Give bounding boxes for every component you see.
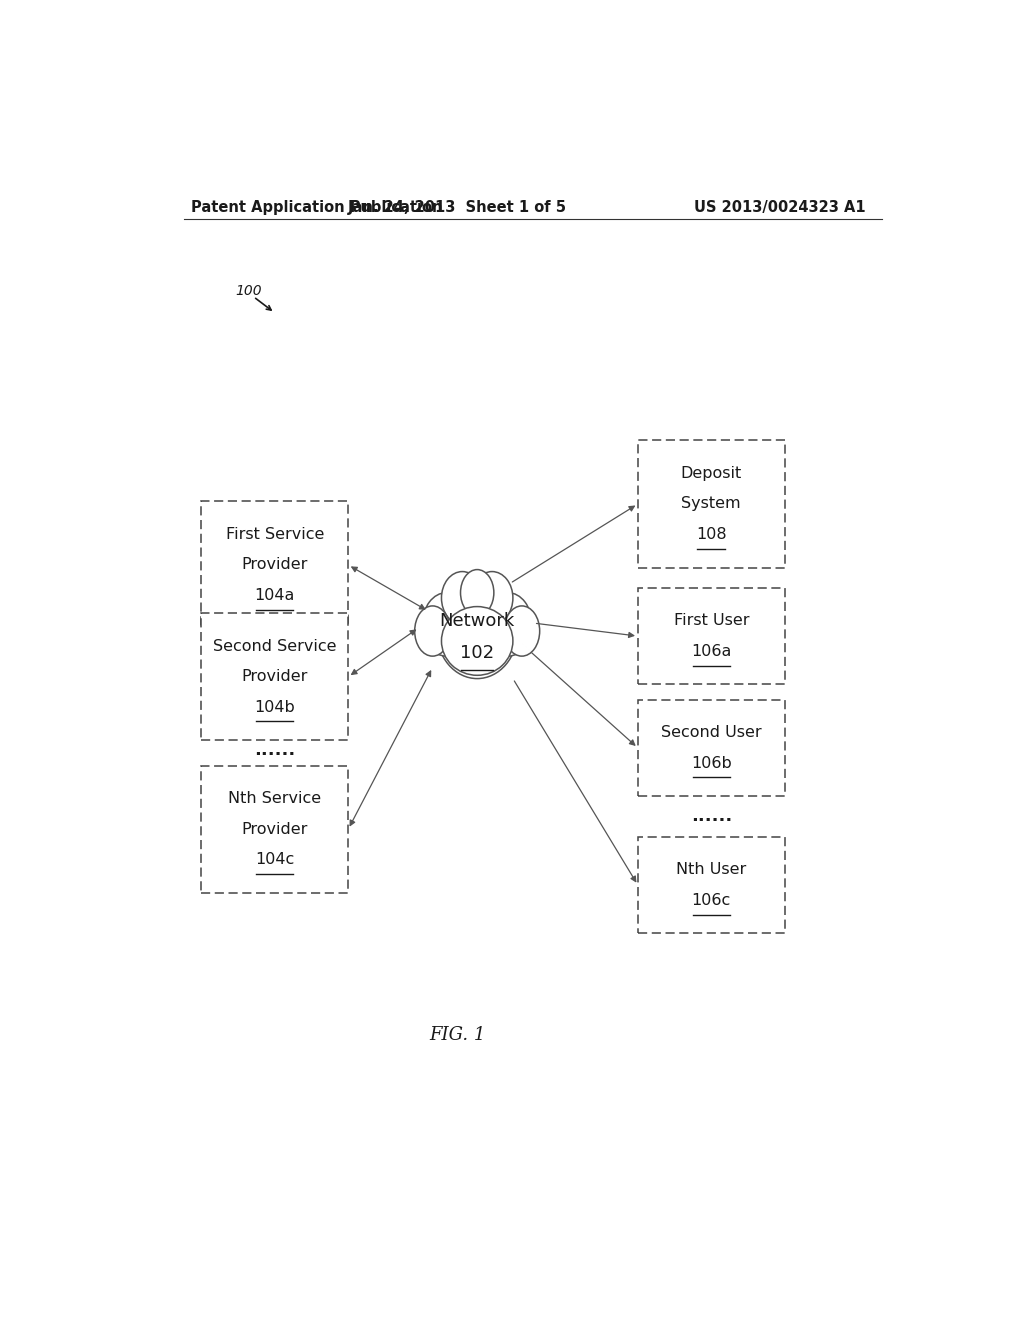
Ellipse shape — [471, 572, 513, 624]
Bar — [638, 441, 784, 568]
Bar — [638, 837, 784, 933]
Text: 100: 100 — [236, 284, 262, 297]
Text: 106b: 106b — [691, 755, 732, 771]
Text: Provider: Provider — [242, 669, 308, 684]
Bar — [638, 700, 784, 796]
Ellipse shape — [504, 606, 540, 656]
Text: 104a: 104a — [255, 587, 295, 603]
Text: Patent Application Publication: Patent Application Publication — [191, 199, 443, 215]
Text: First Service: First Service — [225, 527, 324, 543]
Text: Jan. 24, 2013  Sheet 1 of 5: Jan. 24, 2013 Sheet 1 of 5 — [348, 199, 567, 215]
Text: First User: First User — [674, 614, 749, 628]
Text: 104c: 104c — [255, 853, 295, 867]
Text: Provider: Provider — [242, 557, 308, 573]
Text: FIG. 1: FIG. 1 — [429, 1026, 485, 1044]
Text: 106a: 106a — [691, 644, 731, 659]
Bar — [202, 614, 348, 741]
Ellipse shape — [441, 572, 483, 624]
Text: Nth Service: Nth Service — [228, 791, 322, 807]
Text: US 2013/0024323 A1: US 2013/0024323 A1 — [694, 199, 866, 215]
Ellipse shape — [484, 593, 531, 656]
Text: Second User: Second User — [660, 725, 762, 741]
Text: 102: 102 — [460, 644, 495, 663]
Ellipse shape — [423, 593, 470, 656]
Text: 108: 108 — [696, 527, 727, 543]
Text: System: System — [682, 496, 741, 511]
Ellipse shape — [436, 583, 518, 678]
Ellipse shape — [461, 570, 494, 616]
Text: ......: ...... — [690, 807, 732, 825]
Text: Network: Network — [439, 612, 515, 630]
Text: Nth User: Nth User — [676, 862, 746, 878]
Ellipse shape — [415, 606, 451, 656]
Text: 106c: 106c — [691, 892, 731, 908]
Text: Second Service: Second Service — [213, 639, 337, 653]
Text: 104b: 104b — [254, 700, 295, 714]
Text: Provider: Provider — [242, 822, 308, 837]
Text: ......: ...... — [254, 741, 296, 759]
Text: Deposit: Deposit — [681, 466, 742, 480]
Bar — [202, 502, 348, 628]
Bar — [202, 766, 348, 892]
Bar — [638, 587, 784, 684]
Ellipse shape — [441, 607, 513, 676]
